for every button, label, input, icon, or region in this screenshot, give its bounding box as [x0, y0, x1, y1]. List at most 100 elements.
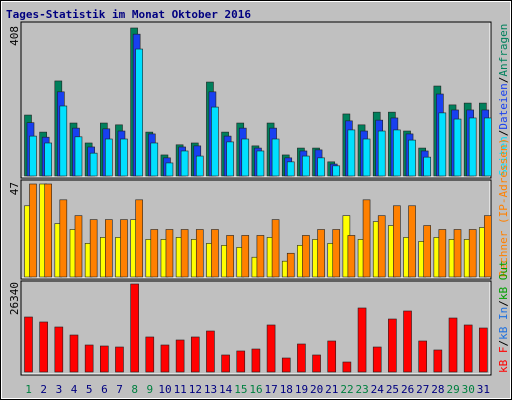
bar: [211, 106, 219, 177]
x-tick-label: 2: [40, 383, 47, 396]
bar: [190, 336, 200, 373]
bar: [180, 229, 189, 278]
bar: [160, 344, 170, 373]
bar: [135, 199, 143, 278]
bar: [120, 138, 128, 177]
x-tick-label: 1: [25, 383, 32, 396]
chart-title: Tages-Statistik im Monat Oktober 2016: [6, 8, 251, 21]
bar: [484, 117, 492, 177]
legend-entry: kB In: [497, 307, 510, 340]
x-tick-label: 29: [446, 383, 459, 396]
bar: [286, 252, 295, 278]
bar: [357, 307, 367, 373]
legend-separator: /: [497, 340, 510, 347]
bar: [150, 142, 159, 177]
bar: [286, 161, 295, 177]
x-tick-label: 5: [86, 383, 93, 396]
x-tick-label: 11: [174, 383, 187, 396]
bar: [479, 327, 488, 373]
bar: [453, 229, 462, 278]
x-tick-label: 28: [431, 383, 444, 396]
legend-entry: Dateien: [497, 83, 510, 129]
bar: [120, 219, 128, 278]
x-tick-label: 8: [131, 383, 138, 396]
bar: [105, 138, 113, 177]
bar: [393, 205, 401, 278]
bar: [266, 324, 276, 373]
bar: [403, 310, 412, 373]
bar: [423, 225, 431, 278]
x-tick-label: 14: [219, 383, 233, 396]
bar: [362, 138, 371, 177]
bar: [281, 357, 291, 373]
bar: [438, 229, 447, 278]
bar: [347, 129, 356, 177]
bar: [150, 229, 159, 278]
bar: [84, 344, 94, 373]
bar: [312, 354, 321, 373]
legend: Seiten/Dateien/Anfragen: [497, 24, 510, 176]
bar: [165, 162, 174, 177]
legend-entry: kB F: [497, 347, 510, 374]
legend: kB F/kB In/kB Out: [497, 260, 510, 373]
x-tick-label: 4: [71, 383, 78, 396]
x-tick-label: 15: [234, 383, 247, 396]
bar: [408, 139, 416, 177]
x-tick-label: 27: [416, 383, 429, 396]
legend: Rechner (IP-Adressen): [497, 138, 510, 277]
bar: [438, 112, 447, 177]
bar: [327, 340, 337, 373]
legend-separator: /: [497, 77, 510, 84]
bar: [317, 157, 325, 177]
bar: [377, 130, 386, 177]
bar: [347, 235, 356, 278]
bar: [59, 105, 68, 177]
bar: [44, 183, 52, 278]
bar: [69, 334, 79, 373]
y-tick-label: 408: [8, 26, 21, 46]
bar: [195, 229, 204, 278]
bar: [463, 324, 473, 373]
bar: [484, 215, 492, 278]
bar: [448, 317, 458, 373]
x-tick-label: 6: [101, 383, 108, 396]
bar: [89, 152, 98, 177]
bar: [241, 138, 250, 177]
bar: [44, 142, 52, 177]
x-tick-label: 26: [401, 383, 414, 396]
bar: [332, 165, 341, 177]
bar: [221, 354, 230, 373]
bar: [408, 205, 416, 278]
legend-entry: Seiten: [497, 136, 510, 176]
bar: [372, 346, 382, 373]
x-tick-label: 7: [116, 383, 123, 396]
bar: [468, 229, 477, 278]
legend-separator: /: [497, 300, 510, 307]
legend-entry: Anfragen: [497, 24, 510, 77]
x-tick-label: 16: [249, 383, 262, 396]
x-tick-label: 3: [56, 383, 63, 396]
bar: [433, 349, 443, 373]
bar: [89, 219, 98, 278]
bar: [393, 129, 401, 177]
bar: [342, 361, 352, 373]
bar: [256, 150, 265, 177]
bar: [105, 219, 113, 278]
x-tick-label: 17: [265, 383, 278, 396]
bar: [271, 138, 280, 177]
bar: [453, 118, 462, 177]
bar: [332, 229, 341, 278]
bar: [388, 318, 397, 373]
bar: [54, 326, 64, 373]
bar: [165, 229, 174, 278]
bar: [362, 199, 371, 278]
bar: [206, 330, 215, 373]
bar: [302, 235, 310, 278]
bar: [115, 346, 124, 373]
legend-entry: Rechner (IP-Adressen): [497, 138, 510, 277]
bar: [130, 283, 139, 373]
x-tick-label: 12: [189, 383, 202, 396]
legend-separator: /: [497, 130, 510, 137]
bar: [175, 339, 185, 373]
